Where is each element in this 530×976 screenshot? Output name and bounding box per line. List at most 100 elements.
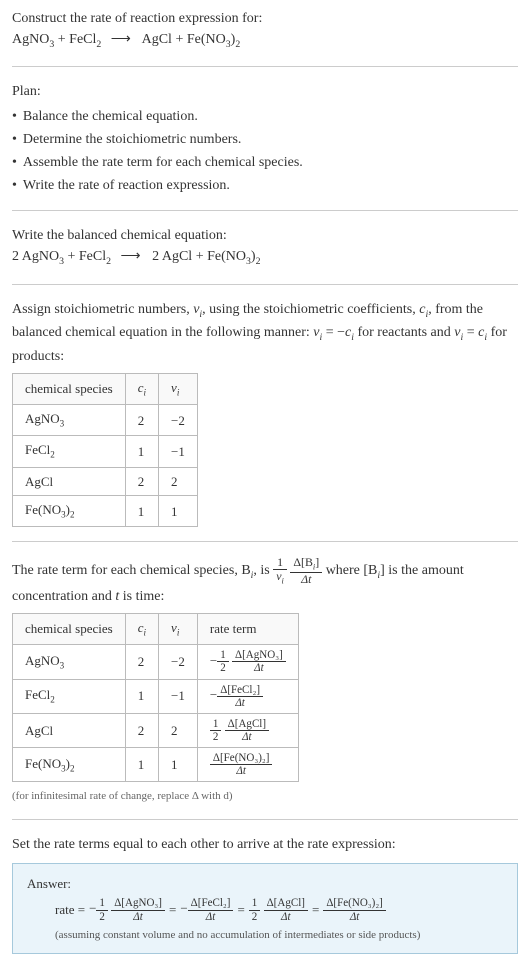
balanced-section: Write the balanced chemical equation: 2 … xyxy=(12,225,518,269)
table-header-row: chemical species ci νi xyxy=(13,373,198,404)
ci-cell: 1 xyxy=(125,748,158,782)
species-cell: FeCl2 xyxy=(13,436,126,467)
ci-cell: 2 xyxy=(125,645,158,679)
plus-1: + xyxy=(58,32,69,47)
coef-1: 2 xyxy=(12,249,19,264)
answer-label: Answer: xyxy=(27,874,503,894)
answer-note: (assuming constant volume and no accumul… xyxy=(27,927,503,944)
product-2: Fe(NO3)2 xyxy=(187,32,240,47)
plan-item-text: Determine the stoichiometric numbers. xyxy=(23,129,242,150)
vi-cell: −1 xyxy=(159,436,198,467)
rate-cell: −Δ[FeCl₂]Δt xyxy=(197,679,298,713)
table-header: νi xyxy=(159,373,198,404)
plan-item: • Write the rate of reaction expression. xyxy=(12,175,518,196)
plus: + xyxy=(67,249,78,264)
table-row: AgCl 2 2 12 Δ[AgCl]Δt xyxy=(13,713,299,747)
plan-item: • Assemble the rate term for each chemica… xyxy=(12,152,518,173)
species-cell: AgNO3 xyxy=(13,405,126,436)
balanced-equation: 2 AgNO3 + FeCl2 ⟶ 2 AgCl + Fe(NO3)2 xyxy=(12,246,518,269)
arrow-icon: ⟶ xyxy=(121,249,143,264)
table-header: νi xyxy=(159,614,198,645)
answer-box: Answer: rate = −12 Δ[AgNO₃]Δt = −Δ[FeCl₂… xyxy=(12,863,518,954)
plan-list: •Balance the chemical equation. •Determi… xyxy=(12,106,518,196)
species-cell: AgCl xyxy=(13,713,126,747)
final-label: Set the rate terms equal to each other t… xyxy=(12,834,518,855)
plan-item: •Balance the chemical equation. xyxy=(12,106,518,127)
final-section: Set the rate terms equal to each other t… xyxy=(12,834,518,954)
plan-item-text: Balance the chemical equation. xyxy=(23,106,198,127)
species-cell: AgCl xyxy=(13,467,126,496)
rateterm-note: (for infinitesimal rate of change, repla… xyxy=(12,788,518,805)
vi-cell: 1 xyxy=(159,748,198,782)
table-row: AgNO3 2 −2 xyxy=(13,405,198,436)
stoich-section: Assign stoichiometric numbers, νi, using… xyxy=(12,299,518,527)
reactant-1: AgNO3 xyxy=(12,32,54,47)
stoich-table: chemical species ci νi AgNO3 2 −2 FeCl2 … xyxy=(12,373,198,527)
bullet-icon: • xyxy=(12,175,17,196)
rate-cell: 12 Δ[AgCl]Δt xyxy=(197,713,298,747)
arrow-icon: ⟶ xyxy=(111,32,133,47)
rate-cell: −12 Δ[AgNO₃]Δt xyxy=(197,645,298,679)
species-2: FeCl2 xyxy=(79,249,111,264)
ci-cell: 2 xyxy=(125,713,158,747)
reactant-2: FeCl2 xyxy=(69,32,101,47)
table-row: Fe(NO3)2 1 1 Δ[Fe(NO₃)₂]Δt xyxy=(13,748,299,782)
table-row: Fe(NO3)2 1 1 xyxy=(13,496,198,527)
divider xyxy=(12,819,518,820)
species-cell: Fe(NO3)2 xyxy=(13,496,126,527)
table-header: chemical species xyxy=(13,373,126,404)
plan-item-text: Write the rate of reaction expression. xyxy=(23,175,230,196)
ci-cell: 1 xyxy=(125,679,158,713)
vi-cell: −2 xyxy=(159,645,198,679)
divider xyxy=(12,66,518,67)
fraction: 1νi xyxy=(273,556,287,586)
bullet-icon: • xyxy=(12,152,17,173)
rateterm-table: chemical species ci νi rate term AgNO3 2… xyxy=(12,613,299,782)
plan-item: • Determine the stoichiometric numbers. xyxy=(12,129,518,150)
table-header: rate term xyxy=(197,614,298,645)
rate-cell: Δ[Fe(NO₃)₂]Δt xyxy=(197,748,298,782)
ci-cell: 1 xyxy=(125,496,158,527)
coef-3: 2 xyxy=(152,249,159,264)
table-header: ci xyxy=(125,373,158,404)
prompt-title: Construct the rate of reaction expressio… xyxy=(12,8,518,29)
rateterm-intro: The rate term for each chemical species,… xyxy=(12,556,518,607)
vi-cell: 2 xyxy=(159,467,198,496)
species-1: AgNO3 xyxy=(22,249,64,264)
divider xyxy=(12,210,518,211)
species-cell: Fe(NO3)2 xyxy=(13,748,126,782)
stoich-intro: Assign stoichiometric numbers, νi, using… xyxy=(12,299,518,367)
divider xyxy=(12,284,518,285)
table-header-row: chemical species ci νi rate term xyxy=(13,614,299,645)
ci-cell: 2 xyxy=(125,467,158,496)
product-1: AgCl xyxy=(142,32,172,47)
species-cell: AgNO3 xyxy=(13,645,126,679)
table-header: ci xyxy=(125,614,158,645)
rate-label: rate = xyxy=(55,900,85,920)
species-3: AgCl xyxy=(162,249,192,264)
vi-cell: −1 xyxy=(159,679,198,713)
table-header: chemical species xyxy=(13,614,126,645)
plan-label: Plan: xyxy=(12,81,518,102)
ci-cell: 1 xyxy=(125,436,158,467)
rateterm-section: The rate term for each chemical species,… xyxy=(12,556,518,804)
species-cell: FeCl2 xyxy=(13,679,126,713)
plan-section: Plan: •Balance the chemical equation. •D… xyxy=(12,81,518,196)
table-row: AgCl 2 2 xyxy=(13,467,198,496)
plus-2: + xyxy=(175,32,186,47)
prompt-section: Construct the rate of reaction expressio… xyxy=(12,8,518,52)
answer-expression: rate = −12 Δ[AgNO₃]Δt = −Δ[FeCl₂]Δt = 12… xyxy=(27,897,503,922)
species-4: Fe(NO3)2 xyxy=(207,249,260,264)
ci-cell: 2 xyxy=(125,405,158,436)
table-row: FeCl2 1 −1 −Δ[FeCl₂]Δt xyxy=(13,679,299,713)
fraction: Δ[Bi]Δt xyxy=(290,556,322,586)
balanced-label: Write the balanced chemical equation: xyxy=(12,225,518,246)
vi-cell: 1 xyxy=(159,496,198,527)
prompt-equation: AgNO3 + FeCl2 ⟶ AgCl + Fe(NO3)2 xyxy=(12,29,518,52)
bullet-icon: • xyxy=(12,129,17,150)
vi-cell: 2 xyxy=(159,713,198,747)
table-row: FeCl2 1 −1 xyxy=(13,436,198,467)
divider xyxy=(12,541,518,542)
plus: + xyxy=(196,249,207,264)
plan-item-text: Assemble the rate term for each chemical… xyxy=(23,152,303,173)
